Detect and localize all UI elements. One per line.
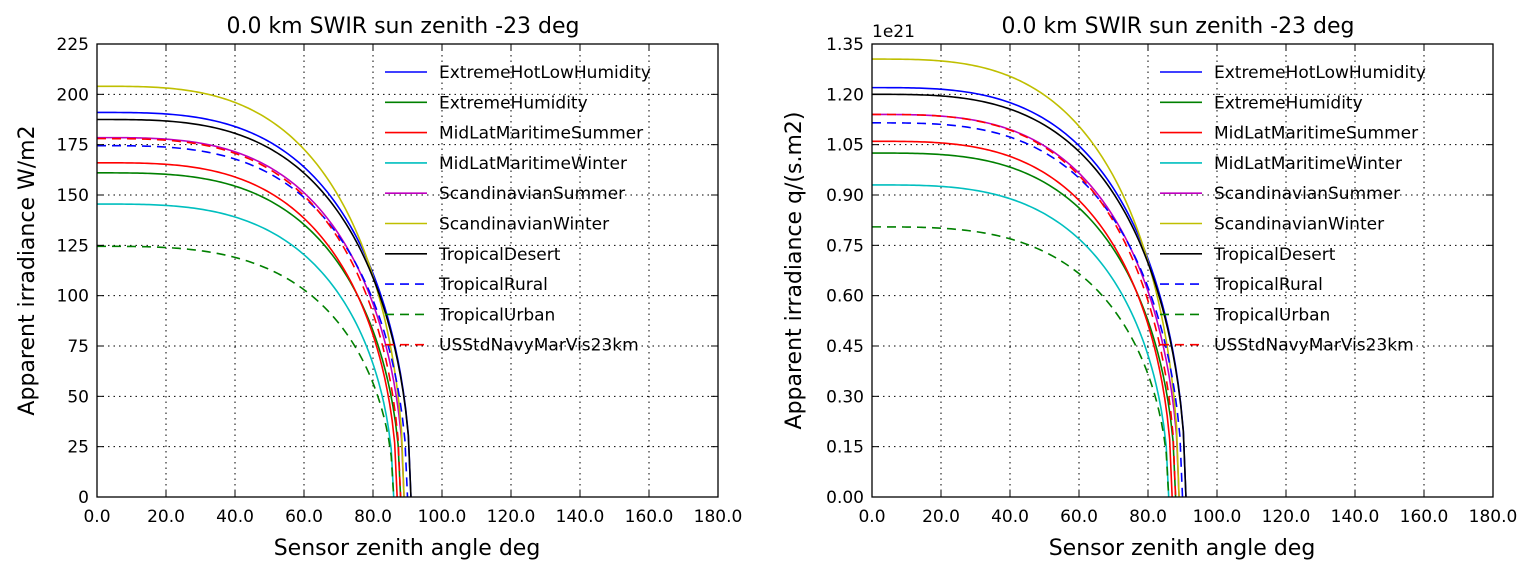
y-tick-label: 0.30 — [826, 387, 864, 407]
legend-label-ExtremeHotLowHumidity: ExtremeHotLowHumidity — [439, 63, 651, 83]
x-tick-label: 80.0 — [1129, 507, 1167, 527]
y-tick-label: 0.00 — [826, 488, 864, 508]
x-tick-label: 40.0 — [216, 507, 254, 527]
series-line-TropicalUrban — [97, 245, 395, 497]
legend: ExtremeHotLowHumidity ExtremeHumidity MidL… — [1160, 63, 1426, 356]
x-tick-label: 180.0 — [694, 507, 743, 527]
x-tick-label: 0.0 — [858, 507, 885, 527]
y-tick-label: 200 — [57, 85, 89, 105]
y-tick-label: 100 — [57, 287, 89, 307]
series-line-ScandinavianWinter — [97, 85, 405, 497]
y-axis-label: Apparent irradiance W/m2 — [15, 125, 40, 415]
chart-title: 0.0 km SWIR sun zenith -23 deg — [1001, 14, 1354, 39]
y-tick-label: 75 — [67, 337, 89, 357]
axes-frame — [96, 43, 719, 498]
y-tick-label: 125 — [57, 236, 89, 256]
x-axis-label: Sensor zenith angle deg — [1049, 536, 1316, 561]
y-tick-label: 0.75 — [826, 236, 864, 256]
x-tick-label: 100.0 — [1193, 507, 1242, 527]
y-tick-label: 0.45 — [826, 337, 864, 357]
series-line-ExtremeHotLowHumidity — [872, 86, 1187, 497]
x-tick-label: 160.0 — [1400, 507, 1449, 527]
x-tick-label: 140.0 — [1331, 507, 1380, 527]
series-line-TropicalDesert — [97, 118, 412, 497]
x-tick-label: 80.0 — [354, 507, 392, 527]
y-tick-label: 1.35 — [826, 35, 864, 55]
series-line-USStdNavyMarVis23km — [872, 113, 1177, 497]
x-tick-label: 100.0 — [418, 507, 467, 527]
legend-label-MidLatMaritimeWinter: MidLatMaritimeWinter — [439, 154, 627, 174]
series-line-MidLatMaritimeSummer — [872, 140, 1173, 497]
series-line-MidLatMaritimeWinter — [97, 203, 395, 497]
axes-frame — [871, 43, 1494, 498]
legend-label-MidLatMaritimeSummer: MidLatMaritimeSummer — [439, 124, 643, 144]
legend: ExtremeHotLowHumidity ExtremeHumidity MidL… — [385, 63, 651, 356]
legend-label-ScandinavianWinter: ScandinavianWinter — [1214, 215, 1384, 235]
legend-label-TropicalUrban: TropicalUrban — [1213, 305, 1330, 325]
y-tick-label: 0.15 — [826, 438, 864, 458]
chart-panel-1: 0.0 20.0 40.0 60.0 80.0 100.0 120.0 140.0 160.0 1… — [15, 14, 742, 561]
x-tick-label: 120.0 — [487, 507, 536, 527]
legend-label-TropicalDesert: TropicalDesert — [1213, 245, 1336, 265]
chart-title: 0.0 km SWIR sun zenith -23 deg — [226, 14, 579, 39]
legend-label-TropicalDesert: TropicalDesert — [438, 245, 561, 265]
legend-label-TropicalRural: TropicalRural — [438, 275, 548, 295]
series-lines — [872, 58, 1187, 497]
x-tick-label: 20.0 — [147, 507, 185, 527]
legend-label-ExtremeHotLowHumidity: ExtremeHotLowHumidity — [1214, 63, 1426, 83]
series-line-TropicalRural — [872, 122, 1184, 497]
x-tick-label: 120.0 — [1262, 507, 1311, 527]
x-tick-label: 140.0 — [556, 507, 605, 527]
y-tick-label: 25 — [67, 438, 89, 458]
series-line-ScandinavianWinter — [872, 58, 1180, 497]
y-tick-label: 150 — [57, 186, 89, 206]
series-line-USStdNavyMarVis23km — [97, 137, 402, 497]
chart-panel-2: 0.0 20.0 40.0 60.0 80.0 100.0 120.0 140.0 160.0 1… — [782, 14, 1517, 561]
legend-label-TropicalRural: TropicalRural — [1213, 275, 1323, 295]
legend-label-ExtremeHumidity: ExtremeHumidity — [439, 93, 588, 113]
legend-label-ScandinavianSummer: ScandinavianSummer — [439, 184, 625, 204]
series-line-TropicalDesert — [872, 93, 1187, 497]
legend-label-ScandinavianWinter: ScandinavianWinter — [439, 215, 609, 235]
y-axis-label: Apparent irradiance q/(s.m2) — [782, 112, 807, 430]
x-tick-label: 0.0 — [83, 507, 110, 527]
series-line-MidLatMaritimeSummer — [97, 161, 398, 497]
series-line-MidLatMaritimeWinter — [872, 184, 1170, 497]
y-tick-label: 1.20 — [826, 85, 864, 105]
x-tick-label: 20.0 — [922, 507, 960, 527]
y-tick-label: 0 — [78, 488, 89, 508]
legend-label-USStdNavyMarVis23km: USStdNavyMarVis23km — [1214, 336, 1414, 356]
x-tick-label: 180.0 — [1469, 507, 1518, 527]
legend-label-USStdNavyMarVis23km: USStdNavyMarVis23km — [439, 336, 639, 356]
legend-label-MidLatMaritimeSummer: MidLatMaritimeSummer — [1214, 124, 1418, 144]
y-tick-label: 0.60 — [826, 287, 864, 307]
series-line-TropicalUrban — [872, 226, 1170, 497]
legend-label-ExtremeHumidity: ExtremeHumidity — [1214, 93, 1363, 113]
y-tick-label: 1.05 — [826, 136, 864, 156]
series-line-ScandinavianSummer — [97, 136, 405, 497]
series-lines — [97, 85, 412, 497]
series-line-ExtremeHumidity — [872, 152, 1177, 497]
y-offset-label: 1e21 — [872, 22, 915, 42]
x-tick-label: 60.0 — [285, 507, 323, 527]
legend-label-MidLatMaritimeWinter: MidLatMaritimeWinter — [1214, 154, 1402, 174]
y-tick-label: 50 — [67, 387, 89, 407]
y-tick-label: 0.90 — [826, 186, 864, 206]
legend-label-TropicalUrban: TropicalUrban — [438, 305, 555, 325]
y-tick-label: 225 — [57, 35, 89, 55]
legend-label-ScandinavianSummer: ScandinavianSummer — [1214, 184, 1400, 204]
x-tick-label: 160.0 — [625, 507, 674, 527]
y-tick-label: 175 — [57, 136, 89, 156]
series-line-TropicalRural — [97, 144, 409, 497]
series-line-ExtremeHotLowHumidity — [97, 111, 412, 497]
x-tick-label: 60.0 — [1060, 507, 1098, 527]
x-axis-label: Sensor zenith angle deg — [274, 536, 541, 561]
x-tick-label: 40.0 — [991, 507, 1029, 527]
